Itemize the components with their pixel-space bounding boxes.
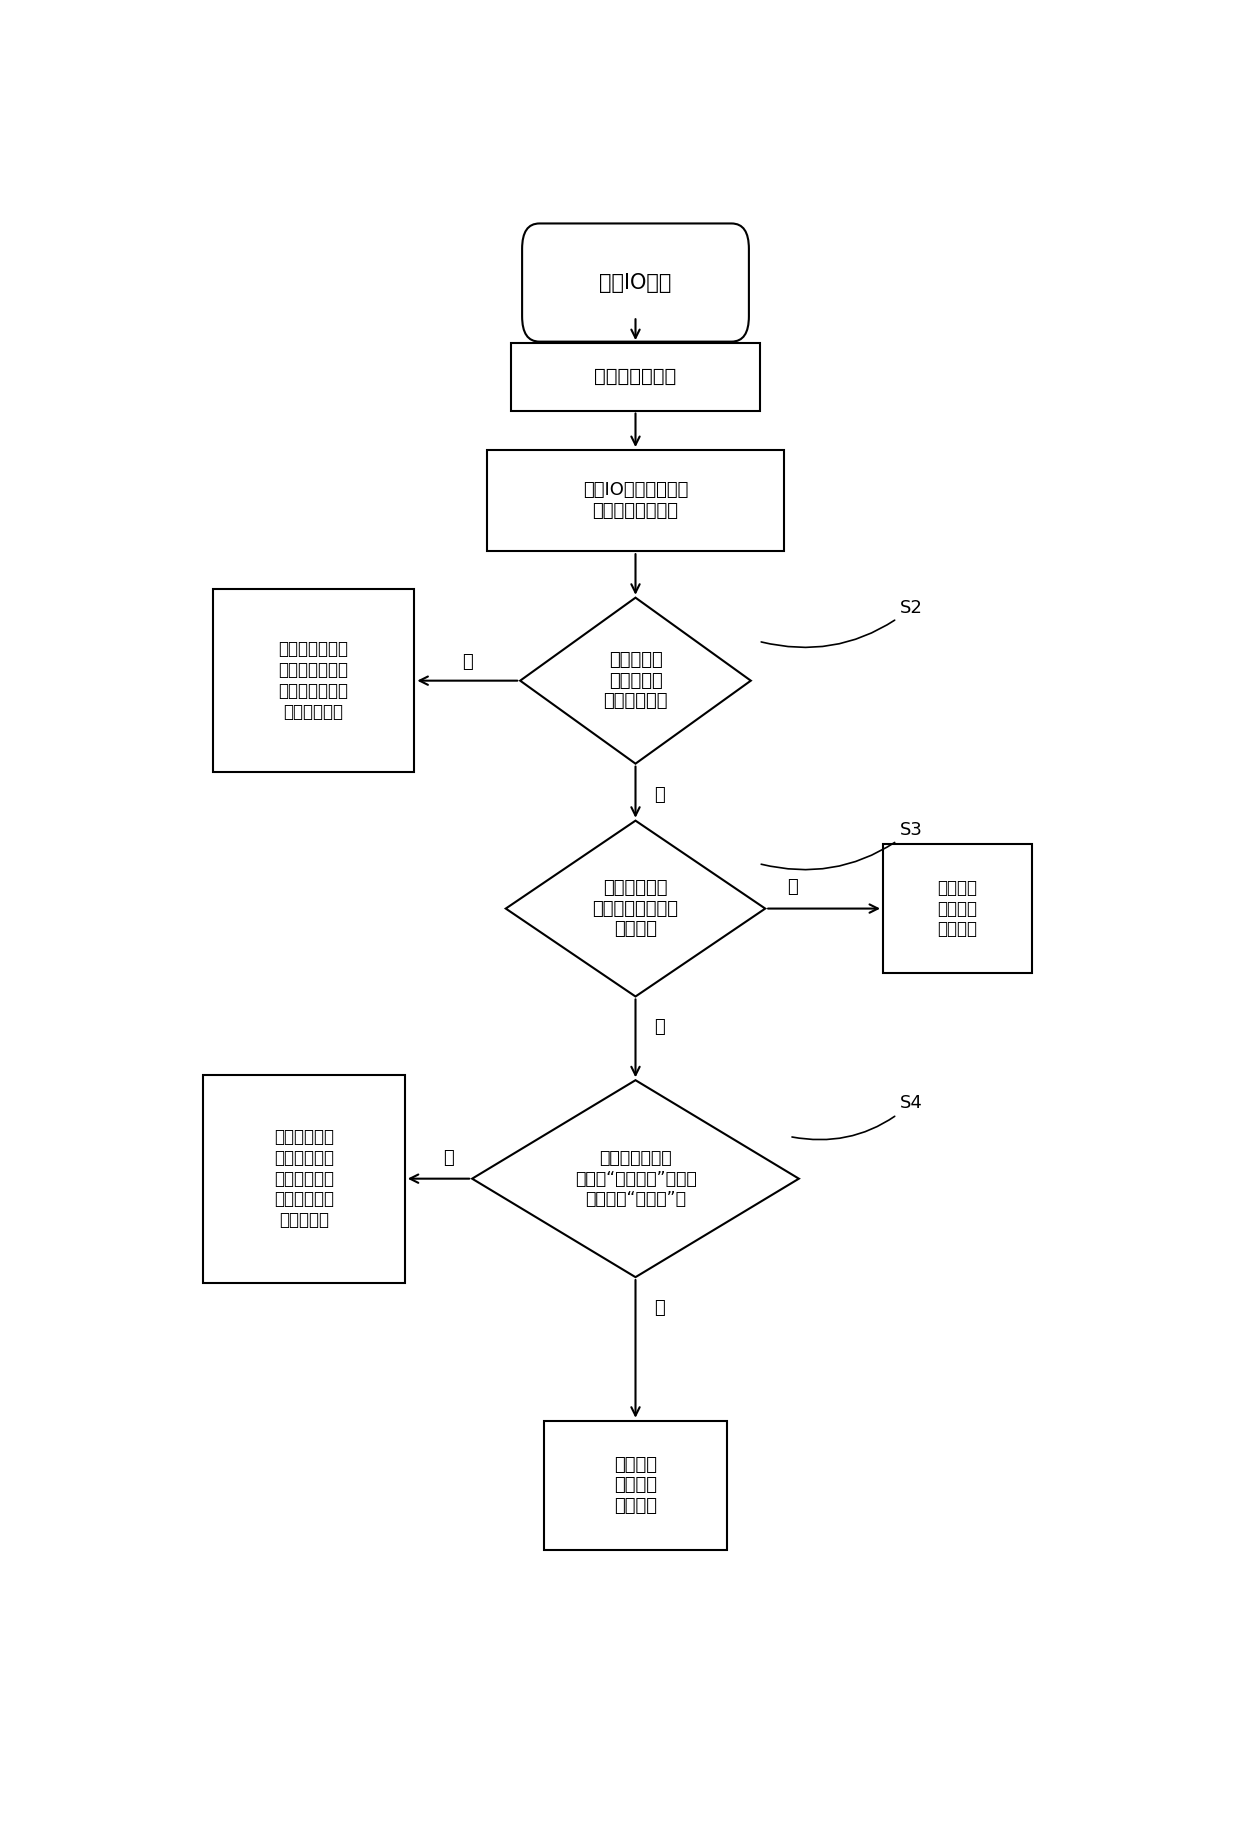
Text: 否: 否 xyxy=(655,1299,665,1317)
Text: 将真实的
物理地址
返给系统: 将真实的 物理地址 返给系统 xyxy=(614,1456,657,1515)
Text: 坏扇区管理模块: 坏扇区管理模块 xyxy=(594,367,677,385)
Text: 将真实的
物理地址
返给系统: 将真实的 物理地址 返给系统 xyxy=(937,879,977,939)
Text: 该物理地址是
否命中预测坏扇区
映射表？: 该物理地址是 否命中预测坏扇区 映射表？ xyxy=(593,879,678,939)
Text: 是: 是 xyxy=(655,1018,665,1036)
Bar xyxy=(203,1074,404,1283)
Bar xyxy=(213,590,414,773)
Text: S4: S4 xyxy=(792,1094,923,1140)
Polygon shape xyxy=(521,597,751,764)
Text: 系统IO下发: 系统IO下发 xyxy=(599,272,672,292)
Polygon shape xyxy=(506,820,765,996)
Text: S3: S3 xyxy=(761,822,923,870)
Bar xyxy=(486,449,785,552)
FancyBboxPatch shape xyxy=(522,223,749,342)
Text: 该预测坏扇区是
否完成“数据迁移”，即：
被标记为“已写过”？: 该预测坏扇区是 否完成“数据迁移”，即： 被标记为“已写过”？ xyxy=(574,1149,697,1208)
Text: 依据坏扇区映射
表中的映射关系
将替换后的物理
地址返给系统: 依据坏扇区映射 表中的映射关系 将替换后的物理 地址返给系统 xyxy=(279,641,348,722)
Text: 该物理地址
是否命中坏
扇区映射表？: 该物理地址 是否命中坏 扇区映射表？ xyxy=(603,650,668,711)
Text: 否: 否 xyxy=(655,786,665,804)
Bar xyxy=(883,844,1032,974)
Polygon shape xyxy=(472,1080,799,1277)
Text: 否: 否 xyxy=(786,879,797,897)
Bar xyxy=(544,1421,727,1549)
Text: 是: 是 xyxy=(463,654,472,671)
Text: S2: S2 xyxy=(761,599,923,647)
Bar xyxy=(511,343,760,411)
Text: 将该IO请求的逻辑地
址转换为物理地址: 将该IO请求的逻辑地 址转换为物理地址 xyxy=(583,481,688,521)
Text: 是: 是 xyxy=(443,1149,454,1167)
Text: 依据预测坏扇
区映射表中的
映射关系将替
换后的物理地
址返给系统: 依据预测坏扇 区映射表中的 映射关系将替 换后的物理地 址返给系统 xyxy=(274,1127,334,1230)
